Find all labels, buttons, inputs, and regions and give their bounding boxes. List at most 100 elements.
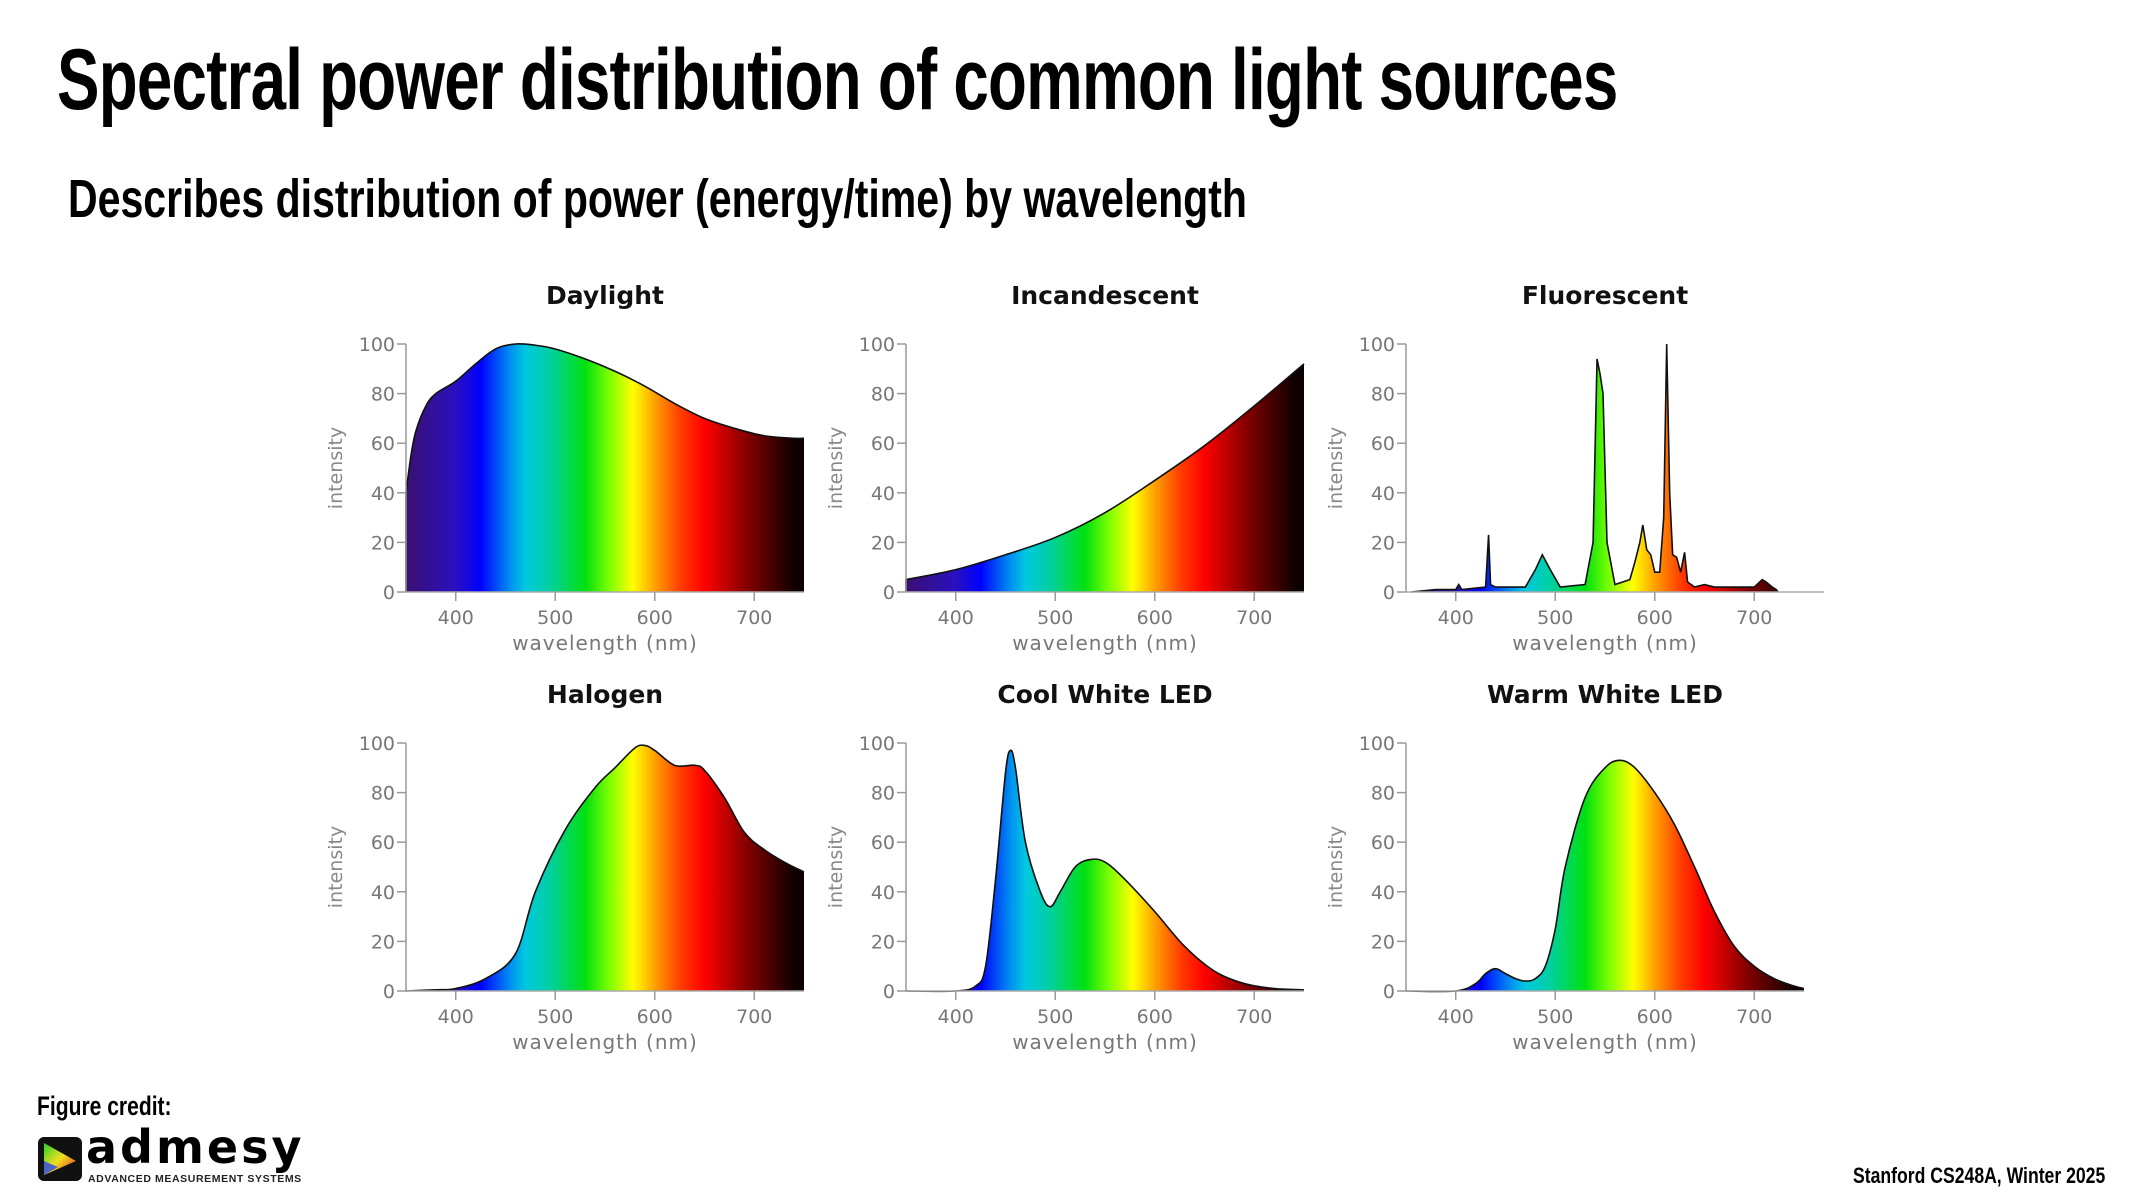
spectrum-area [406,745,804,991]
spectrum-curve [1405,759,1805,993]
x-tick-label: 700 [736,1006,772,1028]
y-tick-label: 0 [883,582,895,604]
chart-title: Daylight [546,281,664,310]
y-tick-label: 60 [371,433,395,455]
gamut-triangle-icon [38,1137,82,1181]
figure-credit-label: Figure credit: [37,1091,172,1121]
y-tick-label: 0 [1383,582,1395,604]
chart-title: Halogen [547,680,663,709]
x-tick-label: 600 [1137,607,1173,629]
chart-daylight: Daylight 0 20 40 60 80 100 400 500 600 700 waveleng… [325,281,805,655]
spectrum-area [906,750,1304,992]
y-axis-label: intensity [825,427,847,509]
y-tick-label: 0 [383,582,395,604]
y-tick-label: 80 [371,783,395,805]
y-tick-label: 20 [871,532,895,554]
x-tick-label: 600 [1637,1006,1673,1028]
y-tick-label: 60 [371,832,395,854]
spectrum-curve [905,749,1305,993]
chart-warm-white-led: Warm White LED 0 20 40 60 80 100 400 500 600 700 wa… [1325,680,1805,1054]
y-tick-label: 80 [1371,783,1395,805]
chart-halogen: Halogen 0 20 40 60 80 100 400 500 600 700 wavelengt… [325,680,805,1054]
x-axis-label: wavelength (nm) [512,631,698,655]
x-tick-label: 700 [1236,1006,1272,1028]
x-tick-label: 600 [637,607,673,629]
y-tick-label: 100 [1359,334,1395,356]
y-tick-label: 80 [871,783,895,805]
y-tick-label: 100 [1359,733,1395,755]
x-axis-label: wavelength (nm) [512,1030,698,1054]
x-tick-label: 400 [438,1006,474,1028]
y-tick-label: 40 [1371,483,1395,505]
y-tick-label: 0 [1383,981,1395,1003]
x-axis-label: wavelength (nm) [1512,631,1698,655]
y-tick-label: 20 [371,532,395,554]
chart-title: Fluorescent [1522,281,1688,310]
slide-title: Spectral power distribution of common li… [57,32,1618,128]
x-tick-label: 500 [1537,607,1573,629]
y-tick-label: 40 [371,882,395,904]
x-tick-label: 500 [537,607,573,629]
spectrum-curve [405,343,805,592]
y-axis-label: intensity [325,427,347,509]
y-tick-label: 20 [371,931,395,953]
admesy-logo: admesy ADVANCED MEASUREMENT SYSTEMS [38,1124,328,1189]
x-tick-label: 700 [736,607,772,629]
x-tick-label: 700 [1736,1006,1772,1028]
x-tick-label: 400 [438,607,474,629]
x-tick-label: 400 [938,607,974,629]
chart-title: Cool White LED [997,680,1212,709]
x-tick-label: 600 [1637,607,1673,629]
x-axis-label: wavelength (nm) [1012,631,1198,655]
y-tick-label: 60 [1371,832,1395,854]
spectrum-area [1406,760,1804,992]
y-tick-label: 100 [859,733,895,755]
y-tick-label: 60 [1371,433,1395,455]
x-tick-label: 400 [938,1006,974,1028]
y-tick-label: 20 [1371,931,1395,953]
x-tick-label: 600 [1137,1006,1173,1028]
chart-incandescent: Incandescent 0 20 40 60 80 100 400 500 600 700 wave… [825,281,1305,655]
x-tick-label: 500 [1037,1006,1073,1028]
course-footer: Stanford CS248A, Winter 2025 [1852,1163,2105,1188]
slide-subtitle: Describes distribution of power (energy/… [68,169,1247,229]
y-axis-label: intensity [325,826,347,908]
spectrum-area [406,343,804,592]
chart-title: Incandescent [1011,281,1199,310]
y-tick-label: 100 [359,733,395,755]
x-axis-label: wavelength (nm) [1512,1030,1698,1054]
x-tick-label: 600 [637,1006,673,1028]
y-tick-label: 60 [871,433,895,455]
logo-wordmark: admesy [86,1120,305,1174]
x-tick-label: 500 [1037,607,1073,629]
y-axis-label: intensity [825,826,847,908]
x-tick-label: 400 [1438,1006,1474,1028]
spectrum-curve [905,363,1305,592]
x-tick-label: 500 [537,1006,573,1028]
spectrum-curve [405,744,805,992]
y-tick-label: 100 [859,334,895,356]
y-tick-label: 100 [359,334,395,356]
y-tick-label: 80 [371,384,395,406]
x-axis-label: wavelength (nm) [1012,1030,1198,1054]
y-tick-label: 60 [871,832,895,854]
y-tick-label: 40 [371,483,395,505]
x-tick-label: 500 [1537,1006,1573,1028]
y-tick-label: 40 [871,483,895,505]
y-tick-label: 20 [871,931,895,953]
x-tick-label: 700 [1236,607,1272,629]
y-tick-label: 40 [1371,882,1395,904]
y-tick-label: 40 [871,882,895,904]
y-tick-label: 0 [883,981,895,1003]
chart-title: Warm White LED [1487,680,1723,709]
spectrum-curve [1410,343,1779,593]
x-tick-label: 400 [1438,607,1474,629]
y-tick-label: 80 [871,384,895,406]
x-tick-label: 700 [1736,607,1772,629]
chart-fluorescent: Fluorescent 0 20 40 60 80 100 400 500 600 700 wavel… [1325,281,1824,655]
logo-tagline: ADVANCED MEASUREMENT SYSTEMS [88,1173,302,1185]
y-tick-label: 0 [383,981,395,1003]
chart-cool-white-led: Cool White LED 0 20 40 60 80 100 400 500 600 700 wa… [825,680,1305,1054]
y-tick-label: 20 [1371,532,1395,554]
